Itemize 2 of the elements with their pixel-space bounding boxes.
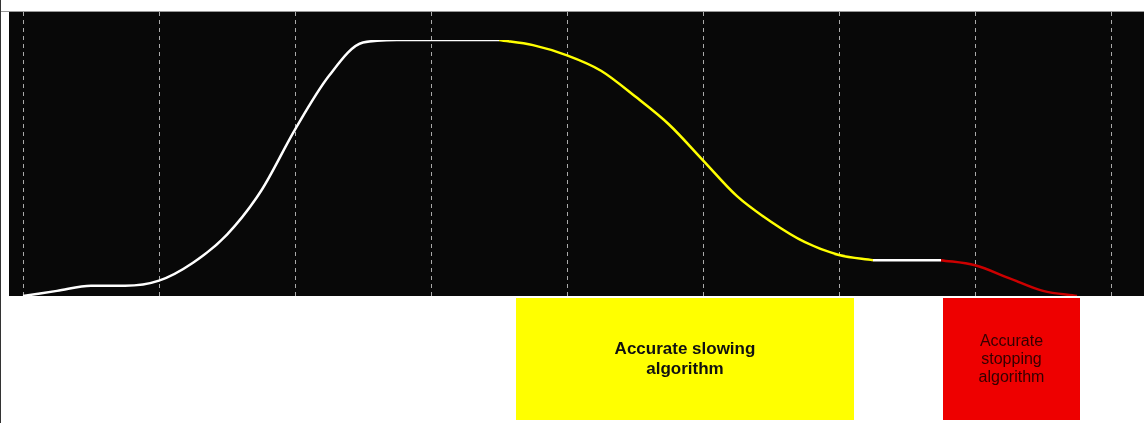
text: Accurate stopping algorithm (943, 298, 1080, 420)
text: Accurate slowing algorithm (516, 298, 854, 420)
